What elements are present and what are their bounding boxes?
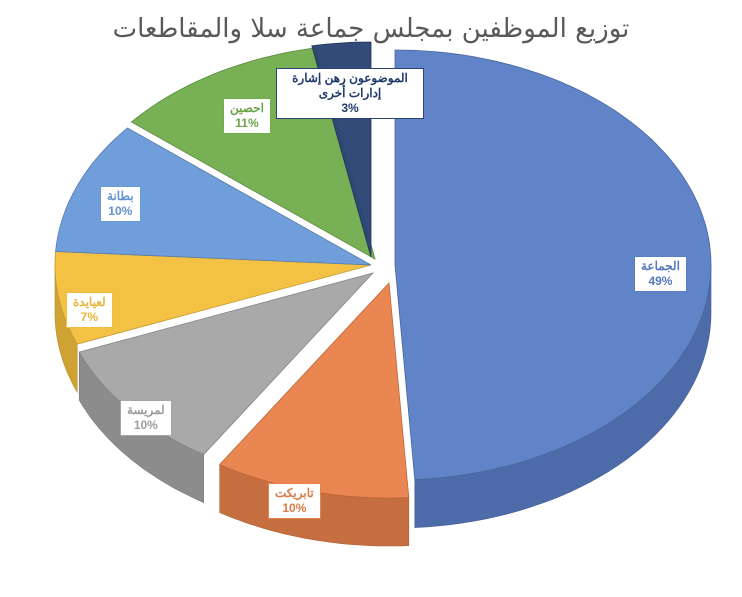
- chart-title: توزيع الموظفين بمجلس جماعة سلا والمقاطعا…: [112, 14, 630, 44]
- data-label-percent: 7%: [80, 310, 98, 324]
- data-label-percent: 11%: [235, 116, 259, 130]
- slice-3: [54, 251, 372, 345]
- data-label-category: احصين: [230, 101, 264, 115]
- data-label-2: لمريسة 10%: [120, 400, 172, 436]
- data-label-category: تابريكت: [275, 486, 314, 500]
- data-label-percent: 49%: [648, 274, 673, 288]
- data-label-category: بطانة: [107, 189, 134, 203]
- data-label-5: احصين 11%: [223, 98, 271, 134]
- data-label-3: لعيايدة 7%: [66, 292, 113, 328]
- data-label-category: الموضوعون رهن إشارة إدارات أخرى: [292, 71, 408, 100]
- data-label-6: الموضوعون رهن إشارة إدارات أخرى 3%: [276, 68, 424, 119]
- data-label-4: بطانة 10%: [100, 186, 141, 222]
- data-label-1: تابريكت 10%: [268, 483, 321, 519]
- data-label-category: لمريسة: [127, 403, 165, 417]
- data-label-percent: 3%: [341, 101, 359, 115]
- data-label-0: الجماعة 49%: [634, 256, 687, 292]
- data-label-percent: 10%: [108, 204, 133, 218]
- data-label-percent: 10%: [282, 501, 307, 515]
- data-label-category: الجماعة: [641, 259, 680, 273]
- data-label-category: لعيايدة: [73, 295, 106, 309]
- data-label-percent: 10%: [133, 418, 158, 432]
- slice-4: [55, 127, 372, 266]
- slice-0: [394, 49, 712, 481]
